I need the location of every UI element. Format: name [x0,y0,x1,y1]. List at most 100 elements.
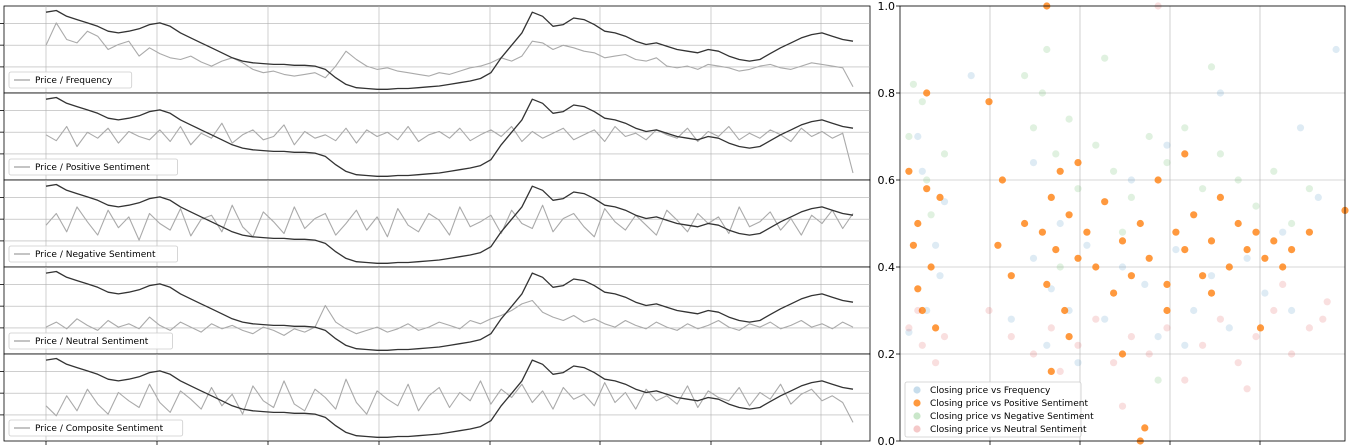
scatter-point [1252,228,1260,236]
scatter-point [1319,315,1327,323]
scatter-point [1199,272,1207,280]
indicator-line [45,122,854,174]
scatter-point [1118,350,1127,358]
scatter-point [940,198,949,206]
scatter-point [1110,359,1118,367]
y-tick-label: 0.0 [878,435,896,446]
scatter-series [905,2,1331,410]
scatter-legend: Closing price vs Frequency Closing price … [904,381,1094,438]
scatter-point [1207,237,1216,245]
scatter-point [1172,246,1180,254]
legend-marker [913,386,921,394]
scatter-point [1047,285,1055,293]
price-line [45,357,854,438]
scatter-point [1181,376,1189,384]
scatter-point [1047,324,1055,332]
legend-label: Closing price vs Frequency [930,386,1051,396]
scatter-point [932,324,940,332]
scatter-point [1029,254,1038,262]
scatter-point [1243,385,1251,393]
scatter-point [1199,341,1207,349]
scatter-point [998,176,1007,184]
scatter-point [1305,228,1313,236]
scatter-point [1154,333,1162,341]
scatter-point [1279,263,1287,271]
line-panel: Price / Neutral Sentiment [0,266,871,355]
scatter-point [1270,306,1278,315]
scatter-point [918,167,926,175]
legend-label: Price / Composite Sentiment [35,424,164,434]
line-panel: Price / Positive Sentiment [0,92,871,181]
scatter-background [900,6,1345,441]
legend-label: Price / Negative Sentiment [35,250,156,260]
scatter-point [1252,333,1260,341]
scatter-point [1190,306,1198,315]
scatter-point [1279,280,1287,288]
scatter-point [1056,263,1064,271]
scatter-point [1083,241,1091,249]
scatter-point [1181,124,1189,132]
scatter-point [1216,315,1224,323]
scatter-point [932,359,940,367]
scatter-point [1288,246,1296,254]
scatter-point [1181,246,1189,254]
scatter-point [1216,89,1224,97]
scatter-point [940,150,949,158]
scatter-point [1056,219,1064,228]
scatter-point [1252,202,1260,210]
scatter-point [1110,289,1118,297]
scatter-point [1052,150,1060,158]
scatter-point [1256,324,1265,332]
scatter-point [1305,185,1313,193]
scatter-point [1092,141,1100,149]
panel-legend: Price / Frequency [8,71,133,89]
scatter-point [1270,237,1278,245]
scatter-point [1029,350,1038,358]
scatter-point [1296,124,1305,132]
legend-marker [913,412,921,420]
scatter-point [1038,228,1046,236]
scatter-point [1234,219,1242,228]
scatter-point [1118,263,1127,271]
scatter-point [1043,45,1051,54]
legend-label: Closing price vs Neutral Sentiment [930,425,1087,435]
scatter-point [1127,272,1135,280]
scatter-series [905,45,1313,384]
scatter-point [918,98,926,106]
scatter-point [1181,150,1189,158]
scatter-point [1021,72,1029,80]
scatter-point [1163,324,1171,332]
scatter-point [923,89,931,97]
scatter-point [1199,185,1207,193]
scatter-point [1074,254,1082,262]
legend-box [8,332,173,350]
scatter-point [1043,280,1051,288]
scatter-point [1083,228,1091,236]
scatter-point [1074,341,1082,349]
scatter-point [1038,89,1046,97]
price-line [45,270,854,351]
scatter-point [909,241,918,249]
legend-box [8,419,184,437]
scatter-point [1243,254,1251,262]
scatter-point [1190,211,1198,219]
scatter-point [1021,219,1029,228]
legend-label: Price / Neutral Sentiment [35,337,149,347]
scatter-point [927,263,935,271]
scatter-point [1145,132,1153,141]
legend-box [8,71,133,89]
line-panel: Price / Frequency [0,5,871,94]
line-panel: Price / Negative Sentiment [0,179,871,268]
scatter-point [914,306,922,315]
y-tick-label: 1.0 [878,0,896,13]
scatter-point [1065,115,1073,123]
scatter-point [923,185,931,193]
scatter-point [1243,246,1251,254]
scatter-point [1225,324,1233,332]
scatter-point [1047,193,1055,201]
scatter-point [914,132,922,141]
scatter-point [1163,159,1171,167]
scatter-point [1216,150,1224,158]
scatter-point [1207,63,1216,71]
scatter-point [1207,272,1216,280]
